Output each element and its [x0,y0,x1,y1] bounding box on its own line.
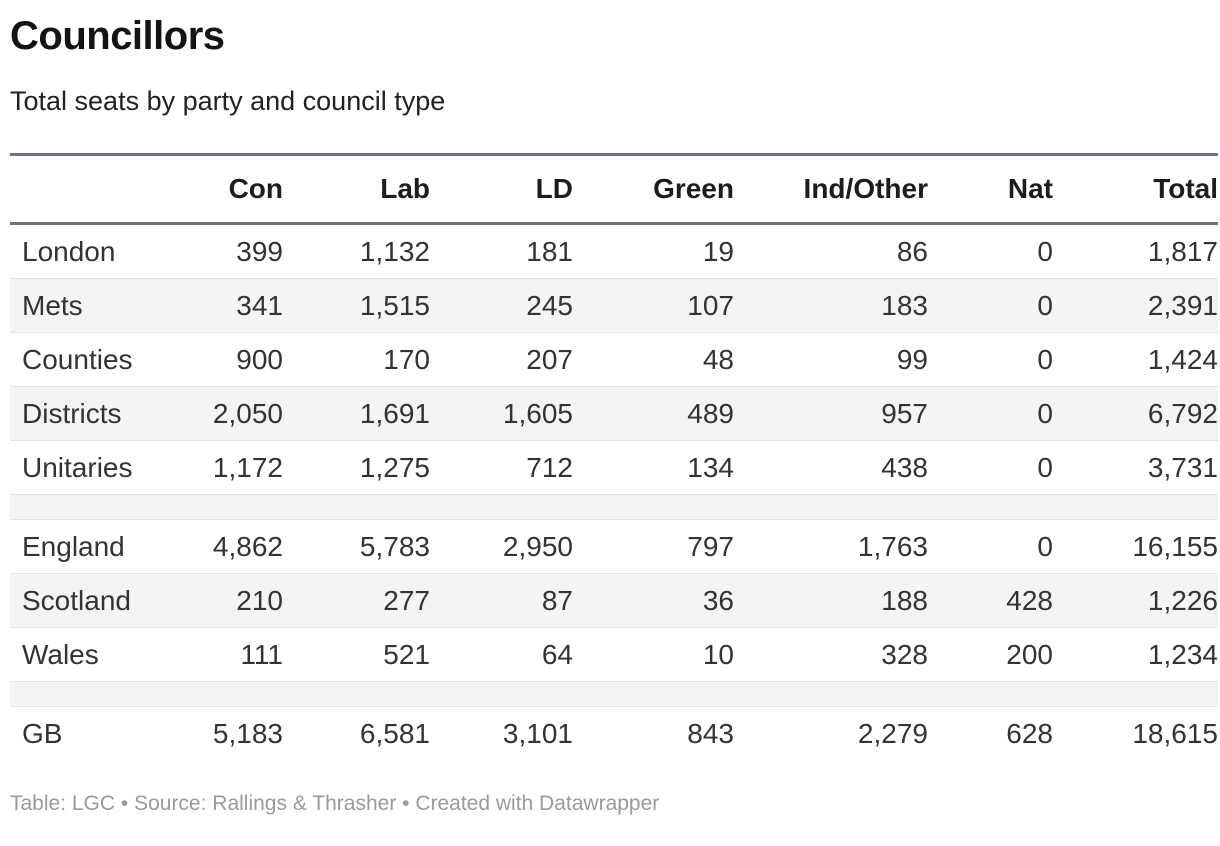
cell: 3,731 [1147,451,1218,483]
column-header: Lab [283,153,430,225]
cell: 1,226 [1147,584,1218,616]
cell: 86 [896,235,928,267]
row-label: England [22,530,125,562]
cell: 2,050 [212,397,283,429]
cell: 170 [383,343,430,375]
spacer-cell [10,682,1218,707]
cell: 277 [383,584,430,616]
spacer-cell [10,495,1218,520]
table-row: London 399 1,132 181 19 86 0 1,817 [10,223,1218,279]
row-label: Counties [22,343,133,375]
cell: 183 [881,289,928,321]
cell: 10 [702,638,734,670]
page-title: Councillors [10,14,225,58]
cell: 1,172 [212,451,283,483]
cell: 2,391 [1147,289,1218,321]
cell: 87 [541,584,573,616]
cell: 36 [702,584,734,616]
table-row: England 4,862 5,783 2,950 797 1,763 0 16,155 [10,519,1218,574]
table-row: GB 5,183 6,581 3,101 843 2,279 628 18,615 [10,706,1218,761]
table-row: Scotland 210 277 87 36 188 428 1,226 [10,573,1218,628]
cell: 712 [526,451,573,483]
cell: 797 [687,530,734,562]
cell: 6,581 [359,717,430,749]
cell: 1,605 [502,397,573,429]
corner-header [10,153,160,225]
cell: 1,234 [1147,638,1218,670]
cell: 843 [687,717,734,749]
table-row: Counties 900 170 207 48 99 0 1,424 [10,332,1218,387]
cell: 64 [541,638,573,670]
column-header: Nat [928,153,1053,225]
spacer-row [10,681,1218,707]
cell: 18,615 [1132,717,1218,749]
table-row: Districts 2,050 1,691 1,605 489 957 0 6,792 [10,386,1218,441]
row-label: Districts [22,397,122,429]
column-header: Total [1053,153,1218,225]
cell: 48 [702,343,734,375]
row-label: Scotland [22,584,131,616]
cell: 489 [687,397,734,429]
cell: 0 [1037,235,1053,267]
row-label: Mets [22,289,83,321]
table-row: Wales 111 521 64 10 328 200 1,234 [10,627,1218,682]
cell: 438 [881,451,928,483]
cell: 207 [526,343,573,375]
cell: 1,424 [1147,343,1218,375]
spacer-row [10,494,1218,520]
cell: 1,132 [359,235,430,267]
column-header: Ind/Other [734,153,928,225]
cell: 0 [1037,397,1053,429]
cell: 0 [1037,451,1053,483]
cell: 107 [687,289,734,321]
cell: 134 [687,451,734,483]
column-header: Green [573,153,734,225]
cell: 341 [236,289,283,321]
cell: 2,950 [502,530,573,562]
cell: 0 [1037,343,1053,375]
row-label: Wales [22,638,99,670]
cell: 957 [881,397,928,429]
cell: 1,515 [359,289,430,321]
cell: 0 [1037,289,1053,321]
cell: 200 [1006,638,1053,670]
cell: 188 [881,584,928,616]
cell: 5,783 [359,530,430,562]
cell: 428 [1006,584,1053,616]
cell: 210 [236,584,283,616]
cell: 181 [526,235,573,267]
cell: 6,792 [1147,397,1218,429]
column-header: Con [160,153,283,225]
column-header: LD [430,153,573,225]
table-row: Unitaries 1,172 1,275 712 134 438 0 3,731 [10,440,1218,495]
cell: 399 [236,235,283,267]
table-row: Mets 341 1,515 245 107 183 0 2,391 [10,278,1218,333]
cell: 1,691 [359,397,430,429]
cell: 16,155 [1132,530,1218,562]
row-label: Unitaries [22,451,133,483]
cell: 245 [526,289,573,321]
header-row: Con Lab LD Green Ind/Other Nat Total [10,153,1218,225]
councillors-table: Con Lab LD Green Ind/Other Nat Total London 399… [10,153,1218,760]
cell: 2,279 [857,717,928,749]
cell: 628 [1006,717,1053,749]
attribution-line: Table: LGC • Source: Rallings & Thrasher… [10,792,660,815]
row-label: GB [22,717,63,749]
cell: 111 [240,638,283,670]
cell: 3,101 [502,717,573,749]
cell: 99 [896,343,928,375]
cell: 1,275 [359,451,430,483]
row-label: London [22,235,116,267]
cell: 19 [702,235,734,267]
cell: 900 [236,343,283,375]
subtitle: Total seats by party and council type [10,86,446,116]
cell: 328 [881,638,928,670]
cell: 4,862 [212,530,283,562]
cell: 521 [383,638,430,670]
cell: 1,763 [857,530,928,562]
cell: 1,817 [1147,235,1218,267]
datawrapper-table-embed: Councillors Total seats by party and cou… [0,12,1220,818]
cell: 5,183 [212,717,283,749]
cell: 0 [1037,530,1053,562]
